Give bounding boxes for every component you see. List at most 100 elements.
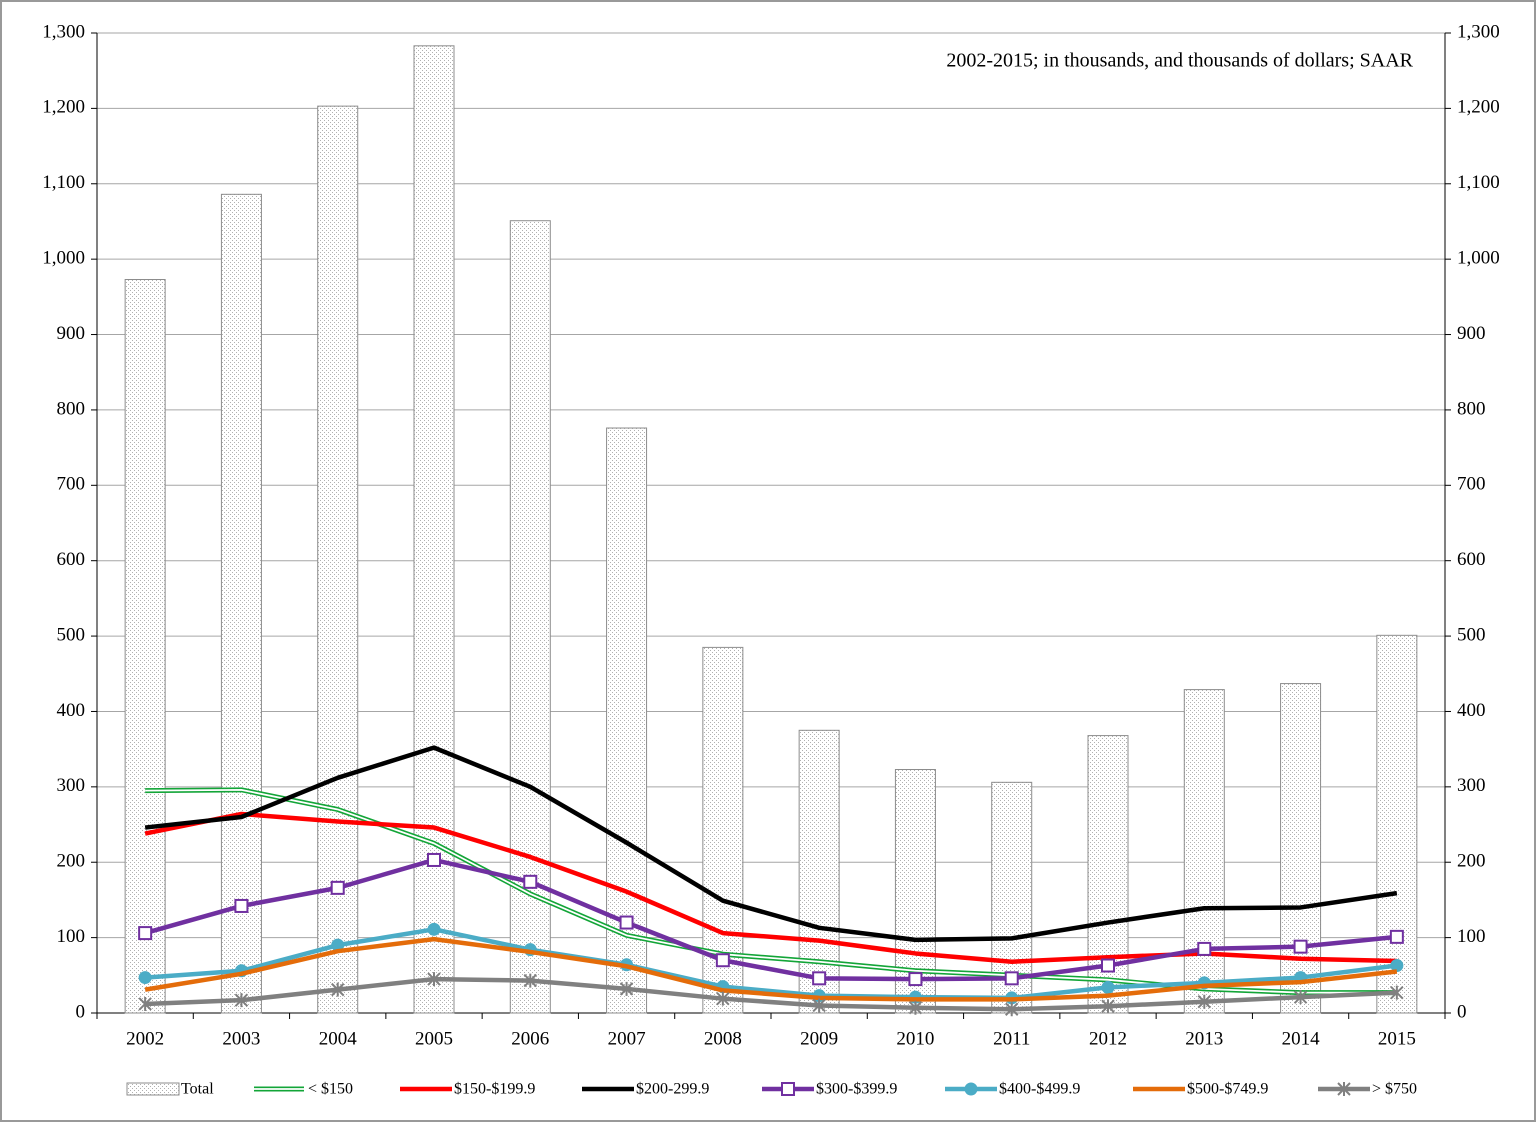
- marker: [908, 972, 923, 987]
- legend-label: Total: [181, 1081, 214, 1098]
- marker: [812, 998, 826, 1013]
- y2-tick-label: 700: [1457, 474, 1486, 495]
- y2-tick-label: 600: [1457, 549, 1486, 570]
- bar: [220, 193, 262, 1014]
- marker: [138, 971, 152, 985]
- x-tick-label: 2015: [1378, 1028, 1416, 1049]
- x-tick-label: 2007: [608, 1028, 646, 1049]
- y-tick-label: 1,000: [42, 248, 85, 269]
- y-tick-label: 1,300: [42, 21, 85, 42]
- marker: [1293, 939, 1308, 954]
- y2-tick-label: 100: [1457, 926, 1486, 947]
- marker: [1101, 980, 1115, 994]
- y-tick-label: 800: [57, 398, 86, 419]
- x-tick-label: 2005: [415, 1028, 453, 1049]
- marker: [619, 981, 634, 996]
- marker: [716, 991, 730, 1006]
- y-tick-label: 100: [57, 926, 86, 947]
- legend-marker: [964, 1082, 978, 1096]
- marker: [1101, 999, 1115, 1014]
- x-tick-label: 2003: [222, 1028, 260, 1049]
- y2-tick-label: 900: [1457, 323, 1486, 344]
- legend-marker: [1337, 1082, 1351, 1096]
- marker: [1005, 1002, 1019, 1017]
- series-line: [144, 857, 1398, 982]
- series-line: [144, 745, 1398, 943]
- y2-tick-label: 0: [1457, 1001, 1467, 1022]
- bar: [413, 45, 455, 1014]
- marker: [523, 874, 538, 889]
- series-line: [145, 976, 1397, 1012]
- marker: [138, 996, 152, 1011]
- y2-tick-label: 200: [1457, 851, 1486, 872]
- legend-label: $500-$749.9: [1187, 1081, 1268, 1098]
- y-tick-label: 0: [76, 1001, 86, 1022]
- y2-tick-label: 1,100: [1457, 172, 1500, 193]
- y-tick-label: 1,200: [42, 97, 85, 118]
- x-tick-label: 2010: [896, 1028, 934, 1049]
- marker: [427, 852, 441, 867]
- marker: [1197, 941, 1212, 956]
- y-tick-label: 600: [57, 549, 86, 570]
- y-tick-label: 400: [57, 700, 86, 721]
- bar: [1280, 683, 1322, 1014]
- x-tick-label: 2012: [1089, 1028, 1127, 1049]
- x-tick-label: 2013: [1185, 1028, 1223, 1049]
- annotation: 2002-2015; in thousands, and thousands o…: [946, 50, 1413, 72]
- marker: [908, 1000, 923, 1015]
- y-tick-label: 500: [57, 624, 86, 645]
- marker: [1004, 971, 1019, 986]
- y-tick-label: 900: [57, 323, 86, 344]
- legend-label: $300-$399.9: [816, 1081, 897, 1098]
- marker: [1390, 985, 1404, 1000]
- marker: [1101, 958, 1115, 973]
- y2-tick-label: 800: [1457, 398, 1486, 419]
- legend-label: > $750: [1372, 1081, 1417, 1098]
- bar: [124, 279, 166, 1014]
- series-line: [144, 936, 1398, 1002]
- marker: [619, 915, 634, 930]
- x-tick-label: 2002: [126, 1028, 164, 1049]
- marker: [330, 880, 345, 895]
- marker: [715, 953, 730, 968]
- y-tick-label: 1,100: [42, 172, 85, 193]
- marker: [1293, 990, 1308, 1005]
- y2-tick-label: 1,000: [1457, 248, 1500, 269]
- legend-label: $150-$199.9: [454, 1081, 535, 1098]
- x-tick-label: 2009: [800, 1028, 838, 1049]
- bar: [1183, 689, 1225, 1014]
- legend-swatch: [126, 1082, 180, 1096]
- legend-label: $200-299.9: [636, 1081, 709, 1098]
- x-tick-label: 2004: [319, 1028, 358, 1049]
- marker: [427, 922, 441, 936]
- legend-marker: [781, 1082, 795, 1096]
- marker: [1390, 959, 1404, 973]
- marker: [812, 971, 827, 986]
- legend-label: $400-$499.9: [999, 1081, 1080, 1098]
- y-tick-label: 200: [57, 851, 86, 872]
- y-tick-label: 700: [57, 474, 86, 495]
- bar: [798, 729, 840, 1014]
- x-tick-label: 2014: [1282, 1028, 1321, 1049]
- x-tick-label: 2011: [993, 1028, 1030, 1049]
- marker: [331, 982, 345, 997]
- legend-label: < $150: [308, 1081, 353, 1098]
- marker: [138, 926, 153, 941]
- marker: [1389, 929, 1404, 944]
- y2-tick-label: 1,300: [1457, 21, 1500, 42]
- y2-tick-label: 300: [1457, 775, 1486, 796]
- marker: [523, 973, 537, 988]
- x-tick-label: 2006: [511, 1028, 549, 1049]
- x-tick-label: 2008: [704, 1028, 742, 1049]
- series-line: [144, 811, 1397, 964]
- y2-tick-label: 500: [1457, 624, 1486, 645]
- y-tick-label: 300: [57, 775, 86, 796]
- bar: [317, 105, 359, 1014]
- y2-tick-label: 1,200: [1457, 97, 1500, 118]
- marker: [331, 938, 345, 952]
- bar: [1376, 634, 1418, 1014]
- series-line: [144, 927, 1398, 1001]
- y2-tick-label: 400: [1457, 700, 1486, 721]
